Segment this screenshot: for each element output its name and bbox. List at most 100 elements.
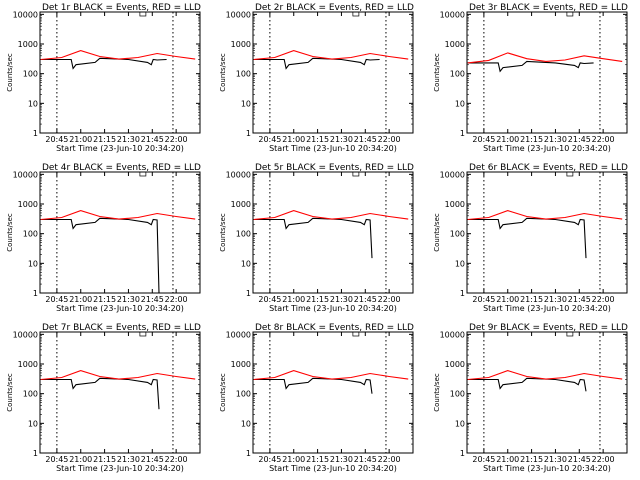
panel-title: Det 9r BLACK = Events, RED = LLD: [469, 323, 628, 333]
series-line-lld: [253, 50, 409, 61]
plot-frame: [466, 171, 628, 294]
panel-det-1r: Det 1r BLACK = Events, RED = LLD 1 10 100 10…: [6, 3, 201, 153]
series-line-lld: [253, 370, 409, 381]
y-tick-label: 1000: [231, 40, 251, 49]
x-tick-label: 21:45: [354, 455, 377, 464]
y-tick-label: 10: [241, 259, 251, 268]
series-line-lld: [40, 210, 196, 221]
series-line-events: [254, 217, 373, 259]
y-tick-label: 1: [246, 289, 251, 298]
x-tick-label: 20:45: [45, 455, 68, 464]
y-tick-label: 10000: [226, 10, 251, 19]
x-tick-label: 21:30: [544, 295, 567, 304]
series-line-events: [254, 57, 380, 70]
x-axis-label: Start Time (23-Jun-10 20:34:20): [56, 144, 184, 153]
series-line-events: [40, 377, 160, 410]
y-tick-label: 10: [454, 259, 464, 268]
y-tick-label: 1000: [18, 360, 38, 369]
series-line-lld: [40, 370, 196, 381]
y-axis-label: Counts/sec: [6, 213, 14, 252]
x-tick-label: 22:00: [591, 135, 614, 144]
series-line-events: [467, 377, 587, 392]
x-axis-label: Start Time (23-Jun-10 20:34:20): [56, 304, 184, 313]
series-line-events: [254, 377, 373, 394]
y-tick-label: 10000: [439, 10, 464, 19]
marker-box-icon: [139, 11, 147, 17]
marker-box-icon: [566, 11, 573, 17]
y-tick-label: 10: [28, 259, 38, 268]
y-tick-label: 100: [449, 390, 464, 399]
y-tick-label: 10: [28, 99, 38, 108]
panel-title: Det 1r BLACK = Events, RED = LLD: [42, 3, 201, 13]
plot-frame: [39, 171, 201, 294]
plot-frame: [252, 331, 414, 454]
y-tick-label: 100: [449, 70, 464, 79]
x-tick-label: 20:45: [45, 295, 68, 304]
x-tick-label: 21:30: [117, 455, 140, 464]
x-tick-label: 21:30: [117, 135, 140, 144]
x-tick-label: 22:00: [165, 135, 188, 144]
x-tick-label: 21:15: [520, 295, 543, 304]
x-tick-label: 21:15: [306, 295, 329, 304]
x-tick-label: 21:15: [520, 455, 543, 464]
y-tick-label: 100: [23, 70, 38, 79]
series-line-lld: [467, 52, 622, 64]
marker-box-icon: [139, 171, 147, 177]
y-tick-label: 1: [33, 449, 38, 458]
x-tick-label: 21:00: [283, 455, 306, 464]
y-tick-label: 1000: [444, 40, 464, 49]
x-tick-label: 20:45: [259, 455, 282, 464]
x-tick-label: 21:15: [93, 135, 116, 144]
x-tick-label: 21:00: [283, 135, 306, 144]
x-tick-label: 22:00: [378, 455, 401, 464]
panel-det-3r: Det 3r BLACK = Events, RED = LLD 1 10 100 10…: [433, 3, 628, 153]
y-tick-label: 1000: [231, 360, 251, 369]
series-line-events: [467, 217, 587, 259]
panel-title: Det 5r BLACK = Events, RED = LLD: [255, 163, 414, 173]
panel-title: Det 6r BLACK = Events, RED = LLD: [469, 163, 628, 173]
x-tick-label: 21:15: [306, 135, 329, 144]
x-tick-label: 20:45: [259, 135, 282, 144]
y-tick-label: 10000: [439, 330, 464, 339]
x-axis-label: Start Time (23-Jun-10 20:34:20): [483, 464, 611, 473]
x-tick-label: 21:45: [567, 135, 590, 144]
x-tick-label: 22:00: [591, 295, 614, 304]
y-axis-label: Counts/sec: [433, 373, 441, 412]
x-tick-label: 22:00: [591, 455, 614, 464]
series-line-events: [40, 217, 160, 294]
x-tick-label: 21:45: [354, 295, 377, 304]
panel-det-8r: Det 8r BLACK = Events, RED = LLD 1 10 100 10…: [219, 323, 414, 473]
y-axis-label: Counts/sec: [219, 213, 227, 252]
marker-box-icon: [352, 331, 360, 337]
plot-frame: [39, 11, 201, 134]
y-tick-label: 10: [241, 99, 251, 108]
y-tick-label: 1: [460, 289, 465, 298]
panel-title: Det 8r BLACK = Events, RED = LLD: [255, 323, 414, 333]
y-tick-label: 1: [460, 129, 465, 138]
y-tick-label: 1: [460, 449, 465, 458]
y-tick-label: 10000: [226, 170, 251, 179]
x-tick-label: 21:45: [354, 135, 377, 144]
y-tick-label: 10000: [13, 10, 38, 19]
y-tick-label: 100: [236, 230, 251, 239]
marker-box-icon: [566, 331, 573, 337]
y-tick-label: 1: [246, 129, 251, 138]
y-axis-label: Counts/sec: [433, 53, 441, 92]
y-tick-label: 100: [23, 230, 38, 239]
y-tick-label: 10: [454, 99, 464, 108]
x-tick-label: 21:00: [283, 295, 306, 304]
y-tick-label: 100: [236, 70, 251, 79]
panel-det-2r: Det 2r BLACK = Events, RED = LLD 1 10 100 10…: [219, 3, 414, 153]
x-tick-label: 21:00: [496, 135, 519, 144]
x-tick-label: 21:30: [330, 455, 353, 464]
x-tick-label: 22:00: [165, 295, 188, 304]
x-tick-label: 22:00: [378, 295, 401, 304]
y-tick-label: 1000: [18, 200, 38, 209]
y-tick-label: 1000: [18, 40, 38, 49]
y-tick-label: 1: [33, 289, 38, 298]
y-axis-label: Counts/sec: [433, 213, 441, 252]
y-axis-label: Counts/sec: [219, 53, 227, 92]
y-tick-label: 1: [33, 129, 38, 138]
x-tick-label: 20:45: [259, 295, 282, 304]
